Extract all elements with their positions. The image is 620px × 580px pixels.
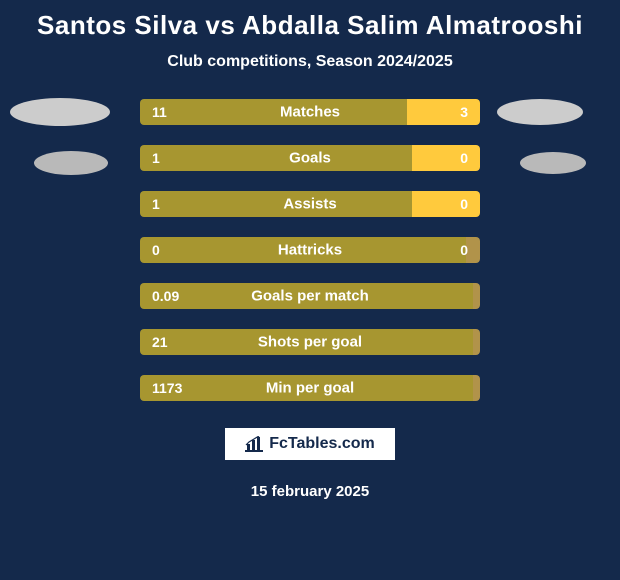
bar-right	[407, 99, 480, 125]
stat-label: Min per goal	[266, 380, 354, 397]
bar-chart-icon	[245, 436, 263, 452]
stat-label: Goals	[289, 150, 331, 167]
stat-value-left: 21	[152, 334, 168, 350]
bar-right	[473, 283, 480, 309]
stat-row: 21 Shots per goal	[140, 329, 480, 355]
page-title: Santos Silva vs Abdalla Salim Almatroosh…	[37, 10, 583, 41]
stat-label: Goals per match	[251, 288, 369, 305]
player-placeholder-right	[497, 99, 583, 125]
stat-value-left: 0.09	[152, 288, 179, 304]
player-placeholder-right	[520, 152, 586, 174]
bar-left	[140, 99, 407, 125]
player-placeholder-left	[34, 151, 108, 175]
stat-value-right: 0	[460, 196, 468, 212]
stat-value-left: 0	[152, 242, 160, 258]
bar-left	[140, 191, 412, 217]
bar-right	[466, 237, 480, 263]
stat-value-right: 3	[460, 104, 468, 120]
stat-row: 0 0 Hattricks	[140, 237, 480, 263]
stat-rows: 11 3 Matches 1 0 Goals 1 0 Assists 0 0 Hattricks 0.0…	[0, 99, 620, 401]
bar-right	[412, 145, 480, 171]
stat-row: 1173 Min per goal	[140, 375, 480, 401]
stat-label: Hattricks	[278, 242, 342, 259]
stat-value-left: 1	[152, 196, 160, 212]
bar-right	[473, 375, 480, 401]
bar-left	[140, 145, 412, 171]
stat-value-left: 1	[152, 150, 160, 166]
stat-value-right: 0	[460, 150, 468, 166]
logo-text: FcTables.com	[269, 435, 375, 453]
chart-area: 11 3 Matches 1 0 Goals 1 0 Assists 0 0 Hattricks 0.0…	[0, 99, 620, 401]
stat-row: 1 0 Goals	[140, 145, 480, 171]
stat-row: 0.09 Goals per match	[140, 283, 480, 309]
stat-value-right: 0	[460, 242, 468, 258]
stat-label: Matches	[280, 104, 340, 121]
fctables-logo[interactable]: FcTables.com	[224, 427, 396, 461]
bar-right	[473, 329, 480, 355]
stat-label: Assists	[283, 196, 336, 213]
comparison-card: Santos Silva vs Abdalla Salim Almatroosh…	[0, 0, 620, 580]
bar-right	[412, 191, 480, 217]
player-placeholder-left	[10, 98, 110, 126]
stat-value-left: 1173	[152, 380, 182, 396]
stat-row: 1 0 Assists	[140, 191, 480, 217]
date-text: 15 february 2025	[251, 483, 369, 500]
subtitle: Club competitions, Season 2024/2025	[167, 53, 452, 71]
stat-row: 11 3 Matches	[140, 99, 480, 125]
stat-value-left: 11	[152, 104, 167, 120]
stat-label: Shots per goal	[258, 334, 362, 351]
